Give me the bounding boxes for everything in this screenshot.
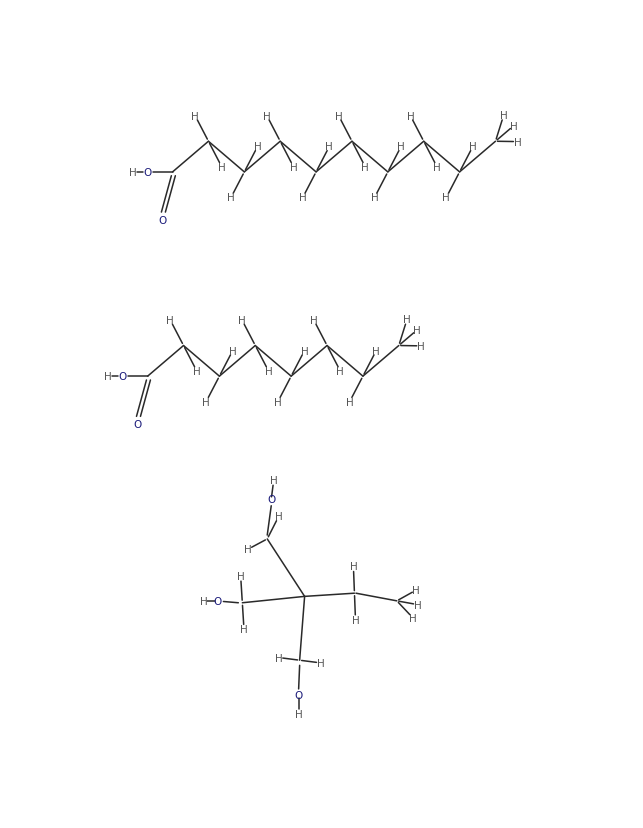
Text: H: H — [372, 346, 380, 356]
Text: H: H — [316, 658, 324, 668]
Text: H: H — [167, 315, 174, 325]
Text: O: O — [158, 215, 167, 225]
Text: O: O — [267, 495, 275, 505]
Text: H: H — [270, 475, 278, 485]
Text: H: H — [193, 367, 201, 377]
Text: H: H — [229, 346, 237, 356]
Text: H: H — [442, 193, 450, 203]
Text: H: H — [129, 168, 136, 178]
Text: H: H — [244, 545, 252, 555]
Text: H: H — [406, 112, 414, 122]
Text: H: H — [417, 341, 424, 351]
Text: H: H — [192, 112, 199, 122]
Text: H: H — [403, 315, 411, 325]
Text: H: H — [300, 346, 308, 356]
Text: H: H — [203, 397, 210, 407]
Text: H: H — [412, 585, 420, 595]
Text: H: H — [263, 112, 271, 122]
Text: H: H — [240, 625, 248, 635]
Text: H: H — [409, 614, 417, 623]
Text: H: H — [325, 142, 333, 152]
Text: H: H — [346, 397, 354, 407]
Text: H: H — [310, 315, 318, 325]
Text: H: H — [510, 122, 518, 132]
Text: H: H — [218, 162, 226, 172]
Text: H: H — [274, 397, 282, 407]
Text: H: H — [335, 112, 343, 122]
Text: H: H — [514, 137, 521, 147]
Text: O: O — [118, 372, 127, 382]
Text: H: H — [254, 142, 262, 152]
Text: O: O — [213, 597, 222, 607]
Text: H: H — [199, 597, 207, 607]
Text: H: H — [350, 561, 358, 571]
Text: H: H — [299, 193, 307, 203]
Text: O: O — [294, 691, 303, 700]
Text: H: H — [238, 315, 246, 325]
Text: H: H — [336, 367, 344, 377]
Text: H: H — [265, 367, 273, 377]
Text: H: H — [237, 571, 244, 581]
Text: O: O — [143, 168, 152, 178]
Text: H: H — [352, 615, 359, 625]
Text: H: H — [227, 193, 235, 203]
Text: H: H — [413, 325, 421, 335]
Text: H: H — [433, 162, 441, 172]
Text: H: H — [500, 111, 507, 121]
Text: H: H — [275, 512, 282, 522]
Text: H: H — [289, 162, 297, 172]
Text: H: H — [294, 710, 302, 720]
Text: H: H — [371, 193, 379, 203]
Text: H: H — [104, 372, 112, 382]
Text: H: H — [275, 652, 283, 662]
Text: H: H — [413, 599, 421, 610]
Text: H: H — [469, 142, 476, 152]
Text: O: O — [134, 420, 142, 430]
Text: H: H — [397, 142, 405, 152]
Text: H: H — [361, 162, 369, 172]
